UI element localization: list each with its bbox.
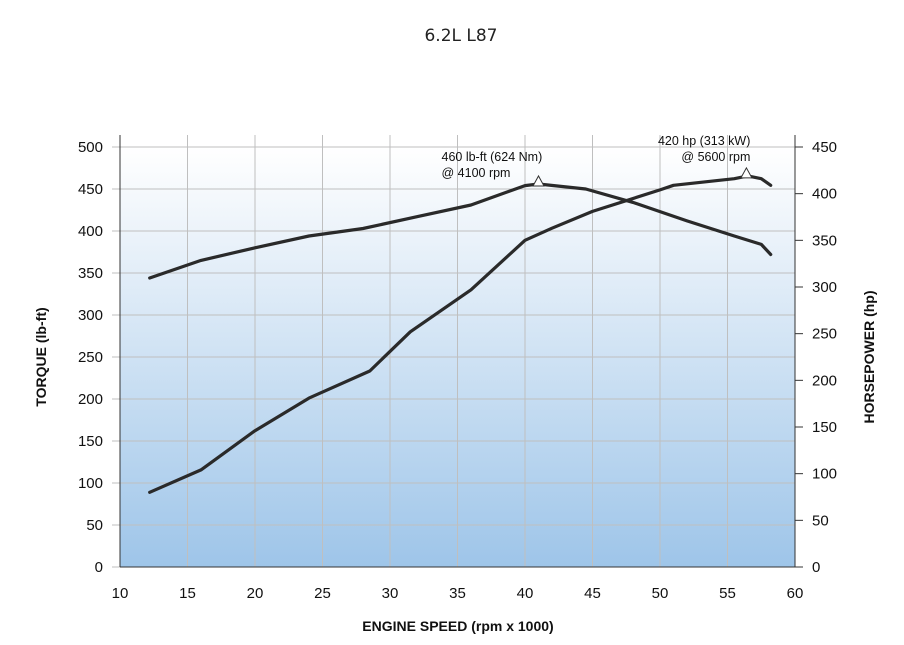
peak-marker-1 xyxy=(740,166,753,179)
y-tick-label-left: 450 xyxy=(78,181,103,198)
x-tick-label: 55 xyxy=(719,585,736,602)
annotation-text: 460 lb-ft (624 Nm) xyxy=(442,150,543,164)
y-axis-label-left: TORQUE (lb-ft) xyxy=(33,307,49,406)
x-tick-label: 40 xyxy=(517,585,534,602)
x-axis-label: ENGINE SPEED (rpm x 1000) xyxy=(362,618,553,634)
y-tick-label-left: 0 xyxy=(95,559,103,576)
chart-title: 6.2L L87 xyxy=(424,26,497,46)
series-line-torque xyxy=(148,182,773,280)
y-tick-label-right: 350 xyxy=(812,232,837,249)
annotation-text: 420 hp (313 kW) xyxy=(658,134,750,148)
y-tick-label-right: 450 xyxy=(812,139,837,156)
peak-marker-0 xyxy=(532,174,545,187)
y-tick-label-right: 150 xyxy=(812,419,837,436)
y-tick-label-right: 0 xyxy=(812,559,820,576)
annotation-text: @ 4100 rpm xyxy=(442,166,511,180)
y-tick-label-right: 250 xyxy=(812,326,837,343)
y-tick-label-left: 400 xyxy=(78,223,103,240)
x-tick-label: 30 xyxy=(382,585,399,602)
x-tick-label: 15 xyxy=(179,585,196,602)
x-tick-label: 45 xyxy=(584,585,601,602)
axes xyxy=(119,135,803,568)
y-tick-label-left: 50 xyxy=(86,517,103,534)
x-tick-label: 10 xyxy=(112,585,129,602)
x-tick-label: 35 xyxy=(449,585,466,602)
annotations: 460 lb-ft (624 Nm) @ 4100 rpm 420 hp (313 … xyxy=(442,134,753,187)
y-tick-label-right: 100 xyxy=(812,466,837,483)
y-tick-label-left: 100 xyxy=(78,475,103,492)
y-tick-label-right: 50 xyxy=(812,512,829,529)
y-tick-label-right: 400 xyxy=(812,186,837,203)
x-tick-label: 50 xyxy=(652,585,669,602)
y-tick-label-left: 150 xyxy=(78,433,103,450)
y-tick-label-right: 200 xyxy=(812,372,837,389)
y-tick-label-left: 250 xyxy=(78,349,103,366)
y-tick-label-left: 200 xyxy=(78,391,103,408)
x-tick-label: 20 xyxy=(247,585,264,602)
x-tick-label: 60 xyxy=(787,585,804,602)
y-tick-label-left: 350 xyxy=(78,265,103,282)
annotation-text: @ 5600 rpm xyxy=(681,150,750,164)
y-tick-label-right: 300 xyxy=(812,279,837,296)
y-axis-label-right: HORSEPOWER (hp) xyxy=(861,291,877,424)
tick-labels: 10 15 20 25 30 35 40 45 50 55 60 0 50 100 150 200 250 300… xyxy=(78,139,837,602)
y-tick-label-left: 300 xyxy=(78,307,103,324)
y-tick-label-left: 500 xyxy=(78,139,103,156)
x-tick-label: 25 xyxy=(314,585,331,602)
